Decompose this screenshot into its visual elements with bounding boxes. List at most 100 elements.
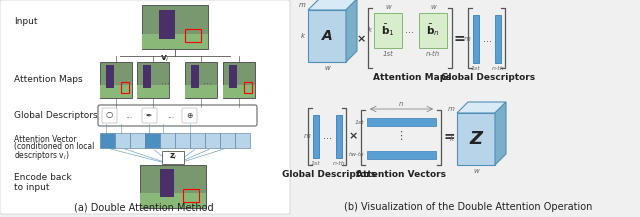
Text: m: m bbox=[448, 106, 455, 112]
Text: ⊕: ⊕ bbox=[186, 110, 192, 120]
Text: ...: ... bbox=[168, 110, 175, 120]
Text: Input: Input bbox=[14, 18, 38, 26]
Text: =: = bbox=[443, 130, 455, 144]
Text: $\bar{\mathbf{b}}_1$: $\bar{\mathbf{b}}_1$ bbox=[381, 22, 395, 38]
FancyBboxPatch shape bbox=[143, 65, 152, 88]
FancyBboxPatch shape bbox=[115, 133, 130, 148]
Text: ○: ○ bbox=[106, 110, 113, 120]
FancyBboxPatch shape bbox=[98, 105, 257, 126]
Polygon shape bbox=[495, 102, 506, 165]
Text: to input: to input bbox=[14, 182, 49, 191]
FancyBboxPatch shape bbox=[367, 118, 436, 126]
Text: Attention Maps: Attention Maps bbox=[372, 73, 451, 82]
FancyBboxPatch shape bbox=[142, 34, 208, 49]
Text: ...: ... bbox=[202, 76, 211, 86]
Text: (conditioned on local: (conditioned on local bbox=[14, 142, 94, 151]
Text: Global Descriptors: Global Descriptors bbox=[441, 73, 535, 82]
Text: w: w bbox=[430, 4, 436, 10]
FancyBboxPatch shape bbox=[162, 151, 184, 164]
Text: ×: × bbox=[348, 131, 358, 141]
Text: 1st: 1st bbox=[355, 120, 364, 125]
Polygon shape bbox=[457, 102, 506, 113]
Text: ...: ... bbox=[161, 76, 170, 86]
Text: Attention Vector: Attention Vector bbox=[14, 135, 77, 144]
FancyBboxPatch shape bbox=[419, 13, 447, 48]
FancyBboxPatch shape bbox=[190, 133, 205, 148]
Text: (b) Visualization of the Double Attention Operation: (b) Visualization of the Double Attentio… bbox=[344, 202, 592, 212]
FancyBboxPatch shape bbox=[159, 10, 175, 39]
Text: $\bar{\mathbf{b}}_n$: $\bar{\mathbf{b}}_n$ bbox=[426, 22, 440, 38]
FancyBboxPatch shape bbox=[142, 108, 157, 123]
FancyBboxPatch shape bbox=[191, 65, 200, 88]
Text: Global Descriptors: Global Descriptors bbox=[14, 110, 98, 120]
FancyBboxPatch shape bbox=[229, 65, 237, 88]
Text: Z: Z bbox=[470, 130, 483, 148]
Text: w: w bbox=[385, 4, 391, 10]
Polygon shape bbox=[308, 10, 346, 62]
FancyBboxPatch shape bbox=[313, 115, 319, 158]
Text: Global Descriptors: Global Descriptors bbox=[282, 170, 376, 179]
Text: w: w bbox=[473, 168, 479, 174]
FancyBboxPatch shape bbox=[160, 133, 175, 148]
FancyBboxPatch shape bbox=[137, 62, 169, 98]
FancyBboxPatch shape bbox=[223, 62, 255, 98]
FancyBboxPatch shape bbox=[185, 85, 217, 98]
Text: m: m bbox=[464, 36, 471, 42]
Text: ...: ... bbox=[125, 110, 132, 120]
Text: m: m bbox=[299, 2, 306, 8]
Text: n-th: n-th bbox=[492, 66, 504, 71]
Text: n-th: n-th bbox=[426, 51, 440, 57]
FancyBboxPatch shape bbox=[185, 62, 217, 98]
Text: n: n bbox=[399, 101, 403, 107]
Text: ...: ... bbox=[323, 131, 333, 141]
Text: k: k bbox=[450, 136, 454, 142]
Text: 1st: 1st bbox=[311, 161, 321, 166]
Text: 1st: 1st bbox=[383, 51, 394, 57]
FancyBboxPatch shape bbox=[220, 133, 235, 148]
FancyBboxPatch shape bbox=[100, 62, 132, 98]
FancyBboxPatch shape bbox=[102, 108, 117, 123]
FancyBboxPatch shape bbox=[495, 15, 501, 63]
Text: descriptors v$_i$): descriptors v$_i$) bbox=[14, 149, 70, 162]
FancyBboxPatch shape bbox=[140, 165, 206, 208]
FancyBboxPatch shape bbox=[205, 133, 220, 148]
Text: k: k bbox=[301, 33, 305, 39]
Text: $\mathbf{z}_i$: $\mathbf{z}_i$ bbox=[169, 152, 177, 162]
Polygon shape bbox=[457, 113, 495, 165]
Text: n-th: n-th bbox=[333, 161, 346, 166]
Polygon shape bbox=[346, 0, 357, 62]
Text: $\mathbf{v}_i$: $\mathbf{v}_i$ bbox=[160, 53, 170, 64]
FancyBboxPatch shape bbox=[145, 133, 160, 148]
FancyBboxPatch shape bbox=[100, 85, 132, 98]
Text: w: w bbox=[324, 65, 330, 71]
Text: ...: ... bbox=[483, 34, 492, 44]
FancyBboxPatch shape bbox=[106, 65, 115, 88]
FancyBboxPatch shape bbox=[142, 5, 208, 49]
Text: hw-th: hw-th bbox=[348, 153, 364, 158]
Text: Attention Maps: Attention Maps bbox=[14, 76, 83, 84]
FancyBboxPatch shape bbox=[182, 108, 197, 123]
Text: 1st: 1st bbox=[471, 66, 481, 71]
FancyBboxPatch shape bbox=[130, 133, 145, 148]
FancyBboxPatch shape bbox=[140, 193, 206, 208]
Text: Attention Vectors: Attention Vectors bbox=[356, 170, 446, 179]
Text: Encode back: Encode back bbox=[14, 173, 72, 181]
FancyBboxPatch shape bbox=[235, 133, 250, 148]
FancyBboxPatch shape bbox=[100, 133, 115, 148]
FancyBboxPatch shape bbox=[137, 85, 169, 98]
Polygon shape bbox=[308, 0, 357, 10]
FancyBboxPatch shape bbox=[367, 151, 436, 159]
Text: A: A bbox=[322, 29, 332, 43]
Text: m: m bbox=[304, 133, 311, 139]
FancyBboxPatch shape bbox=[160, 169, 174, 197]
Text: ⋮: ⋮ bbox=[396, 131, 406, 141]
FancyBboxPatch shape bbox=[336, 115, 342, 158]
Text: ✒: ✒ bbox=[146, 110, 152, 120]
FancyBboxPatch shape bbox=[473, 15, 479, 63]
FancyBboxPatch shape bbox=[223, 85, 255, 98]
Text: ×: × bbox=[356, 34, 365, 44]
FancyBboxPatch shape bbox=[374, 13, 402, 48]
FancyBboxPatch shape bbox=[0, 0, 290, 214]
FancyBboxPatch shape bbox=[175, 133, 190, 148]
Text: k: k bbox=[368, 27, 372, 33]
